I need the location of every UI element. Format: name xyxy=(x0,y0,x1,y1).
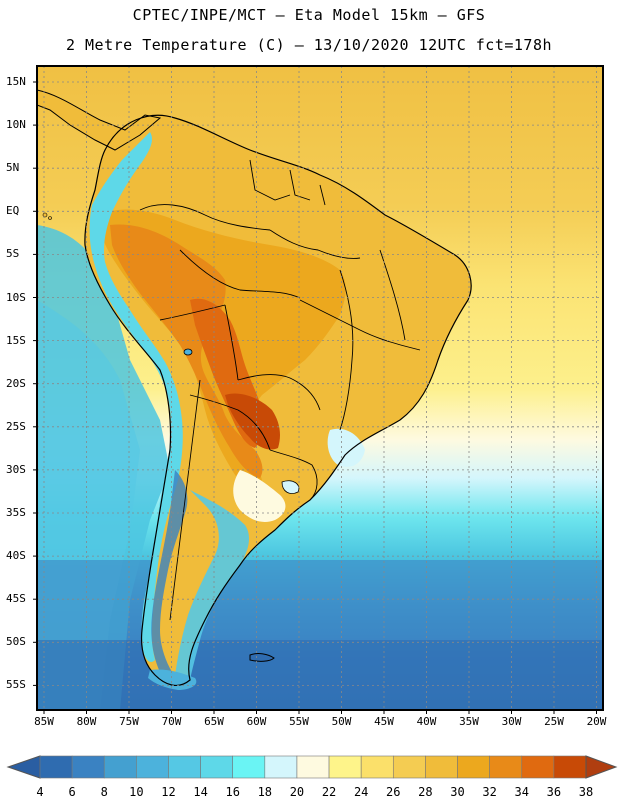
lat-label: 50S xyxy=(6,635,26,649)
lon-label: 50W xyxy=(331,715,352,728)
lon-label: 75W xyxy=(119,715,139,728)
colorbar-swatch xyxy=(232,755,266,779)
colorbar-label: 16 xyxy=(225,785,240,799)
colorbar-label: 30 xyxy=(450,785,465,799)
colorbar-label: 18 xyxy=(257,785,273,799)
lat-label: 10S xyxy=(6,290,26,304)
colorbar-low-arrow xyxy=(6,755,41,779)
map-subtitle: 2 Metre Temperature (C) – 13/10/2020 12U… xyxy=(65,36,553,54)
lat-label: 5S xyxy=(6,247,20,261)
colorbar-label: 22 xyxy=(321,785,337,799)
lat-label: 15S xyxy=(6,333,26,347)
lon-label: 35W xyxy=(459,715,479,728)
colorbar-label: 32 xyxy=(482,785,497,799)
lon-label: 30W xyxy=(501,715,522,728)
pampas-mild xyxy=(233,470,286,522)
lon-label: 80W xyxy=(76,715,97,728)
colorbar-swatch xyxy=(489,755,523,779)
coastline xyxy=(84,114,472,687)
colorbar-label: 10 xyxy=(129,785,144,799)
colorbar-label: 38 xyxy=(578,785,594,799)
tierra-del-fuego xyxy=(148,669,197,690)
colorbar-swatch xyxy=(71,755,105,779)
colorbar-swatch xyxy=(553,755,587,779)
country-borders xyxy=(139,159,421,621)
lat-label: 30S xyxy=(6,462,26,476)
lat-label: 10N xyxy=(6,118,26,132)
colorbar-swatch xyxy=(392,755,426,779)
lat-label: 15N xyxy=(6,75,26,88)
lon-label: 70W xyxy=(161,715,182,728)
colorbar-label: 20 xyxy=(289,785,305,799)
colorbar-swatch xyxy=(296,755,330,779)
map-frame xyxy=(36,65,604,711)
colorbar xyxy=(6,755,618,779)
lat-label: EQ xyxy=(6,204,20,218)
colorbar-high-arrow xyxy=(585,755,618,779)
patagonia-cold xyxy=(151,470,188,672)
lon-label: 25W xyxy=(544,715,564,728)
south-colder-band xyxy=(37,640,603,710)
patagonia-steppe xyxy=(175,490,250,680)
andes-cold-strip xyxy=(89,132,183,662)
colorbar-swatch xyxy=(360,755,394,779)
lon-label: 85W xyxy=(34,715,54,728)
lagoa-dos-patos xyxy=(281,480,300,494)
colorbar-label: 26 xyxy=(386,785,401,799)
lon-label: 55W xyxy=(289,715,309,728)
colorbar-label: 36 xyxy=(546,785,562,799)
graticule xyxy=(37,66,603,710)
colorbar-label: 4 xyxy=(36,785,44,799)
lat-label: 55S xyxy=(6,678,26,692)
colorbar-swatch xyxy=(200,755,234,779)
lon-label: 20W xyxy=(586,715,607,728)
colorbar-swatch xyxy=(521,755,555,779)
colorbar-swatch xyxy=(168,755,201,779)
colorbar-label: 8 xyxy=(100,785,108,799)
lat-label: 20S xyxy=(6,376,26,390)
colorbar-swatch xyxy=(136,755,169,779)
lon-label: 60W xyxy=(246,715,267,728)
lat-label: 35S xyxy=(6,506,26,519)
colorbar-label: 34 xyxy=(514,785,529,799)
colorbar-swatch xyxy=(425,755,458,779)
axis-ticks xyxy=(33,81,597,714)
colorbar-label: 14 xyxy=(193,785,208,799)
colorbar-swatch xyxy=(103,755,137,779)
colorbar-label: 12 xyxy=(161,785,176,799)
lat-label: 5N xyxy=(6,161,20,175)
lat-label: 40S xyxy=(6,549,26,563)
colorbar-swatch xyxy=(457,755,490,779)
colorbar-swatch xyxy=(39,755,73,779)
colorbar-label: 6 xyxy=(68,785,76,799)
lake-titicaca xyxy=(183,348,193,356)
colorbar-label: 24 xyxy=(353,785,369,799)
falkland-islands xyxy=(249,653,275,662)
colorbar-label: 28 xyxy=(418,785,433,799)
lat-label: 45S xyxy=(6,592,26,606)
central-america-coast xyxy=(37,89,162,151)
lat-label: 25S xyxy=(6,419,26,433)
colorbar-swatch xyxy=(264,755,298,779)
lon-label: 40W xyxy=(416,715,437,728)
south-brazil-cool xyxy=(327,428,365,467)
colorbar-swatch xyxy=(328,755,362,779)
map-title: CPTEC/INPE/MCT – Eta Model 15km – GFS xyxy=(132,6,486,24)
lon-label: 65W xyxy=(204,715,224,728)
lon-label: 45W xyxy=(374,715,394,728)
